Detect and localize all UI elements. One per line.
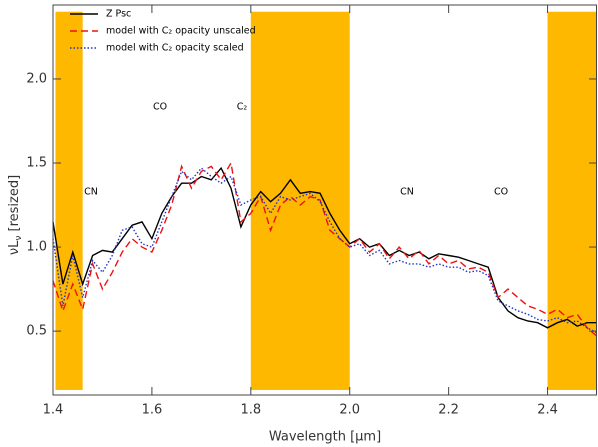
data-line (52, 167, 598, 334)
legend-label: model with C₂ opacity unscaled (106, 26, 256, 37)
y-tick-label: 1.0 (26, 240, 47, 255)
data-line (52, 160, 598, 337)
shaded-band (55, 11, 83, 390)
legend-label: model with C₂ opacity scaled (106, 43, 244, 54)
x-tick-label: 2.0 (339, 403, 360, 418)
y-tick-label: 2.0 (26, 71, 47, 86)
shaded-band (250, 11, 350, 390)
x-axis-label: Wavelength [μm] (269, 430, 381, 445)
annotation: C₂ (237, 102, 248, 113)
annotation: CO (153, 102, 167, 113)
annotation: CO (494, 187, 508, 198)
y-axis-label: νLν [resized] (7, 175, 24, 255)
x-tick-label: 1.6 (142, 403, 163, 418)
annotation: CN (400, 187, 414, 198)
x-tick-label: 2.2 (438, 403, 459, 418)
data-line (52, 166, 597, 329)
y-tick-label: 1.5 (26, 156, 47, 171)
x-tick-label: 1.4 (43, 403, 64, 418)
x-tick-label: 1.8 (240, 403, 261, 418)
annotation: CN (84, 187, 98, 198)
x-tick-label: 2.4 (537, 403, 558, 418)
legend-label: Z Psc (106, 9, 131, 20)
plot-frame (52, 4, 597, 396)
y-tick-label: 0.5 (26, 324, 47, 339)
shaded-band (547, 11, 597, 390)
